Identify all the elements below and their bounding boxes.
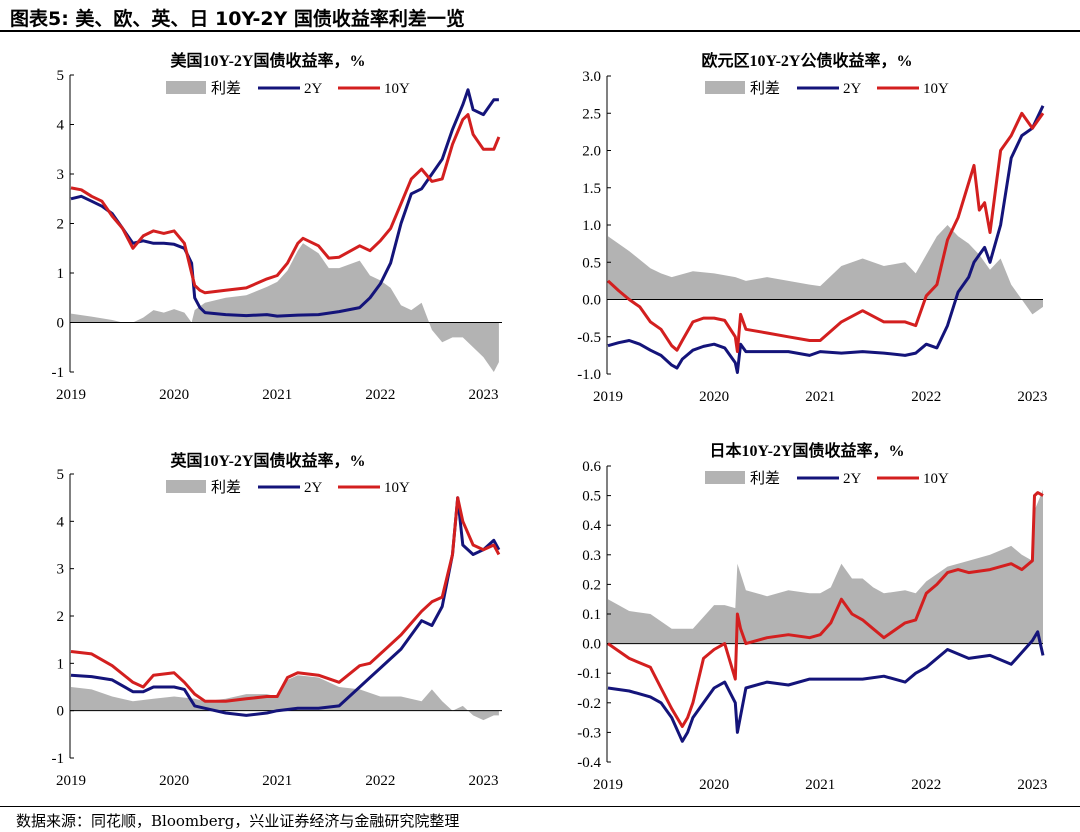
eu-spread-area (608, 225, 1043, 315)
uk-x-tick-label: 2019 (56, 773, 86, 789)
eu-y-tick-label: 0.0 (582, 293, 601, 309)
jp-y-tick-label: -0.1 (577, 666, 601, 682)
uk-x-tick-label: 2023 (468, 773, 498, 789)
us-spread-area (71, 243, 499, 372)
data-source-note: 数据来源：同花顺，Bloomberg，兴业证券经济与金融研究院整理 (16, 812, 460, 830)
jp-x-tick-label: 2021 (805, 777, 835, 793)
us-x-tick-label: 2021 (262, 387, 292, 403)
uk-y-tick-label: 1 (57, 656, 65, 672)
uk-x-tick-label: 2022 (365, 773, 395, 789)
jp-legend-label-2y: 2Y (843, 471, 862, 487)
jp-x-tick-label: 2019 (593, 777, 623, 793)
us-y-tick-label: 2 (57, 217, 65, 233)
us-legend-swatch-spread (166, 81, 206, 94)
uk-spread-area (71, 675, 499, 721)
jp-y-tick-label: 0.5 (582, 489, 601, 505)
uk-y-tick-label: 4 (57, 514, 65, 530)
eu-y-tick-label: 2.5 (582, 106, 601, 122)
uk-x-tick-label: 2021 (262, 773, 292, 789)
uk-legend-swatch-spread (166, 480, 206, 493)
eu-x-tick-label: 2023 (1017, 389, 1047, 405)
jp-y-tick-label: 0.3 (582, 548, 601, 564)
eu-y-tick-label: 0.5 (582, 255, 601, 271)
bottom-rule (0, 806, 1080, 807)
us-chart-title: 美国10Y-2Y国债收益率，% (171, 51, 366, 70)
uk-chart-title: 英国10Y-2Y国债收益率，% (170, 451, 366, 470)
us-y-tick-label: 4 (57, 118, 65, 134)
eu-y-tick-label: -1.0 (577, 367, 601, 383)
uk-legend-label-10y: 10Y (384, 480, 410, 496)
eu-chart-title: 欧元区10Y-2Y公债收益率，% (702, 51, 913, 70)
jp-line-2y (607, 630, 1045, 743)
uk-legend-label-spread: 利差 (211, 479, 241, 496)
uk-y-tick-label: 2 (57, 609, 65, 625)
us-x-tick-label: 2019 (56, 387, 86, 403)
jp-y-tick-label: 0.4 (582, 518, 601, 534)
eu-y-tick-label: 1.0 (582, 218, 601, 234)
eu-legend-swatch-spread (705, 81, 745, 94)
jp-x-tick-label: 2022 (911, 777, 941, 793)
eu-x-tick-label: 2022 (911, 389, 941, 405)
uk-y-tick-label: 5 (57, 467, 65, 483)
us-y-tick-label: 3 (57, 167, 65, 183)
figure-title: 图表5: 美、欧、英、日 10Y-2Y 国债收益率利差一览 (10, 8, 465, 30)
us-y-tick-label: 0 (57, 316, 65, 332)
jp-legend-label-10y: 10Y (923, 471, 949, 487)
jp-legend-label-spread: 利差 (750, 470, 780, 487)
us-legend-label-10y: 10Y (384, 81, 410, 97)
eu-line-2y (607, 105, 1045, 374)
us-y-tick-label: 1 (57, 266, 65, 282)
eu-legend-label-2y: 2Y (843, 81, 862, 97)
eu-y-tick-label: 1.5 (582, 181, 601, 197)
us-legend-label-2y: 2Y (304, 81, 323, 97)
uk-y-tick-label: 3 (57, 562, 65, 578)
us-x-tick-label: 2020 (159, 387, 189, 403)
eu-line-10y (606, 111, 1045, 354)
eu-x-tick-label: 2021 (805, 389, 835, 405)
uk-y-tick-label: -1 (52, 751, 65, 767)
jp-y-tick-label: 0.2 (582, 577, 601, 593)
eu-y-tick-label: 3.0 (582, 69, 601, 85)
jp-y-tick-label: -0.2 (577, 696, 601, 712)
jp-y-tick-label: 0.1 (582, 607, 601, 623)
us-y-tick-label: -1 (52, 365, 65, 381)
jp-x-tick-label: 2023 (1017, 777, 1047, 793)
jp-x-tick-label: 2020 (699, 777, 729, 793)
us-legend-label-spread: 利差 (211, 80, 241, 97)
jp-y-tick-label: 0.0 (582, 637, 601, 653)
uk-legend-label-2y: 2Y (304, 480, 323, 496)
uk-x-tick-label: 2020 (159, 773, 189, 789)
jp-legend-swatch-spread (705, 471, 745, 484)
us-x-tick-label: 2022 (365, 387, 395, 403)
eu-x-tick-label: 2019 (593, 389, 623, 405)
jp-spread-area (608, 489, 1043, 644)
jp-chart-title: 日本10Y-2Y国债收益率，% (710, 441, 905, 460)
eu-legend-label-spread: 利差 (750, 80, 780, 97)
eu-y-tick-label: 2.0 (582, 144, 601, 160)
eu-y-tick-label: -0.5 (577, 330, 601, 346)
uk-line-10y (70, 496, 501, 703)
us-x-tick-label: 2023 (468, 387, 498, 403)
us-y-tick-label: 5 (57, 68, 65, 84)
us-line-10y (70, 113, 501, 295)
eu-x-tick-label: 2020 (699, 389, 729, 405)
jp-y-tick-label: -0.3 (577, 725, 601, 741)
jp-line-10y (607, 491, 1044, 728)
jp-y-tick-label: 0.6 (582, 459, 601, 475)
eu-legend-label-10y: 10Y (923, 81, 949, 97)
jp-y-tick-label: -0.4 (577, 755, 601, 771)
top-rule (0, 30, 1080, 32)
uk-y-tick-label: 0 (57, 704, 65, 720)
